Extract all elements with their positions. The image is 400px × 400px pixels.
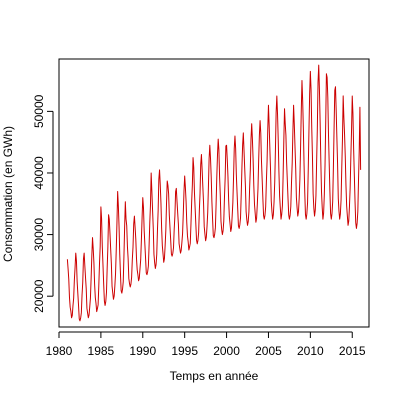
x-axis-title: Temps en année <box>170 369 259 383</box>
x-tick-label: 1990 <box>129 344 156 358</box>
x-axis: 1980 1985 1990 1995 2000 2005 2010 2015 <box>46 331 366 358</box>
x-tick-label: 1995 <box>171 344 198 358</box>
series-layer <box>66 64 362 322</box>
y-tick-label: 20000 <box>32 279 46 313</box>
x-tick-label: 2000 <box>213 344 240 358</box>
y-axis-title: Consommation (en GWh) <box>1 126 15 262</box>
y-tick-label: 40000 <box>32 156 46 190</box>
x-tick-label: 2015 <box>339 344 366 358</box>
series-line <box>66 64 362 322</box>
y-tick-label: 50000 <box>32 94 46 128</box>
x-tick-label: 1985 <box>88 344 115 358</box>
x-tick-label: 2005 <box>255 344 282 358</box>
y-axis: 20000 30000 40000 50000 <box>32 94 54 313</box>
x-tick-label: 1980 <box>46 344 73 358</box>
plot-frame <box>58 58 370 328</box>
x-tick-label: 2010 <box>297 344 324 358</box>
y-tick-label: 30000 <box>32 218 46 252</box>
